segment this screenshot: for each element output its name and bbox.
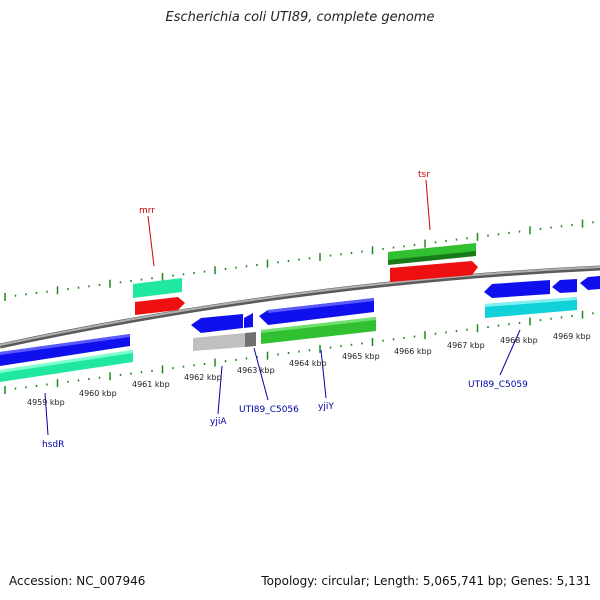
leader-yjiA (217, 365, 223, 415)
gene-yjiY[interactable] (259, 298, 374, 325)
kbp-label: 4959 kbp (27, 398, 65, 407)
gene-yjiA[interactable] (191, 313, 253, 333)
tick-track-top (4, 219, 594, 301)
leader-UTI89_C5059 (499, 329, 521, 376)
genome-backbone (0, 265, 600, 349)
kbp-label: 4969 kbp (553, 332, 591, 341)
gene-yjiA-conservation (193, 332, 256, 351)
kbp-label: 4963 kbp (237, 366, 275, 375)
gene-tsr[interactable] (388, 243, 478, 282)
genome-summary-text: Topology: circular; Length: 5,065,741 bp… (261, 574, 591, 588)
kbp-label: 4965 kbp (342, 352, 380, 361)
leader-yjiY (320, 349, 327, 399)
kbp-label: 4961 kbp (132, 380, 170, 389)
map-title: Escherichia coli UTI89, complete genome (165, 10, 435, 25)
kbp-label: 4960 kbp (79, 389, 117, 398)
gene-UTI89_C5059[interactable] (484, 276, 600, 298)
leader-hsdR (44, 392, 49, 436)
gene-label-mrr[interactable]: mrr (139, 206, 155, 216)
gene-label-yjiA[interactable]: yjiA (210, 417, 227, 427)
gene-label-UTI89_C5056[interactable]: UTI89_C5056 (239, 405, 299, 415)
kbp-label: 4967 kbp (447, 341, 485, 350)
gene-yjiY-conservation (261, 317, 376, 344)
leader-mrr (147, 215, 155, 267)
leader-UTI89_C5056 (253, 347, 269, 401)
gene-hsdR-conservation (0, 350, 133, 382)
kbp-label: 4966 kbp (394, 347, 432, 356)
kbp-label: 4968 kbp (500, 336, 538, 345)
leader-tsr (425, 179, 431, 231)
gene-label-yjiY[interactable]: yjiY (318, 402, 334, 412)
gene-label-UTI89_C5059[interactable]: UTI89_C5059 (468, 380, 528, 390)
gene-label-hsdR[interactable]: hsdR (42, 440, 64, 450)
kbp-label: 4962 kbp (184, 373, 222, 382)
genome-backbone-highlight (0, 266, 600, 346)
gene-UTI89_C5059-conservation (485, 297, 577, 318)
tick-track-bottom (4, 310, 594, 394)
gene-mrr[interactable] (133, 278, 185, 315)
accession-text: Accession: NC_007946 (9, 574, 146, 588)
gene-label-tsr[interactable]: tsr (418, 170, 430, 180)
gene-hsdR[interactable] (0, 334, 130, 366)
kbp-label: 4964 kbp (289, 359, 327, 368)
